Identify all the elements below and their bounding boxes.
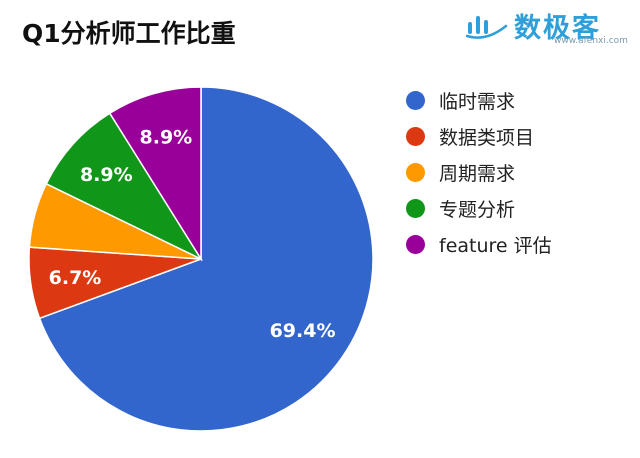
logo-url: www.afenxi.com	[554, 36, 628, 46]
legend-label: feature 评估	[439, 234, 552, 257]
legend-swatch	[406, 234, 425, 254]
legend-item: 专题分析	[406, 190, 552, 226]
pie-slice	[45, 112, 204, 261]
pie-slice	[108, 86, 202, 262]
legend-label: 专题分析	[439, 198, 516, 221]
logo-text: 数极客	[514, 13, 601, 44]
brand-logo: 数极客 www.afenxi.com	[466, 6, 634, 46]
pie-chart: 69.4% 6.7% 8.9% 8.9%	[28, 86, 374, 432]
legend-item: 数据类项目	[406, 118, 552, 154]
legend-item: feature 评估	[406, 226, 552, 262]
legend-swatch	[406, 162, 425, 182]
slice-data-label: 8.9%	[140, 127, 193, 149]
slice-data-label: 6.7%	[49, 267, 102, 289]
chart-bars-logo-icon	[466, 16, 508, 39]
slice-data-label: 69.4%	[270, 320, 336, 342]
legend-swatch	[406, 198, 425, 218]
legend-item: 临时需求	[406, 82, 552, 118]
chart-legend: 临时需求数据类项目周期需求专题分析 feature 评估	[406, 82, 552, 262]
chart-title: Q1分析师工作比重	[22, 19, 236, 48]
pie-slice	[38, 86, 374, 432]
legend-label: 临时需求	[439, 90, 516, 113]
legend-swatch	[406, 126, 425, 146]
slice-data-label: 8.9%	[80, 164, 133, 186]
legend-label: 数据类项目	[439, 126, 535, 149]
legend-swatch	[406, 90, 425, 110]
legend-label: 周期需求	[439, 162, 516, 185]
legend-item: 周期需求	[406, 154, 552, 190]
